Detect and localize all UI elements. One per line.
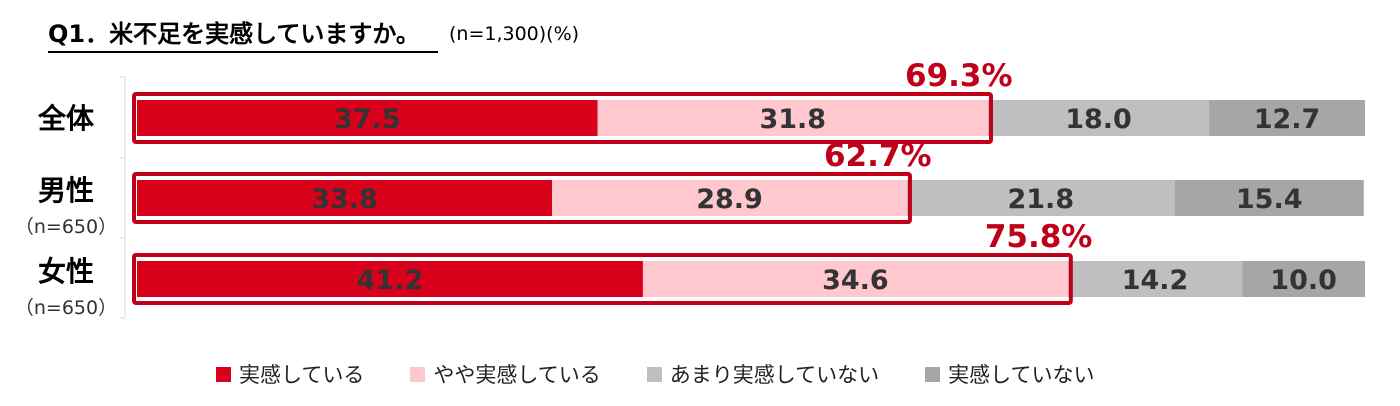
highlight-total-label: 69.3%: [905, 58, 1013, 94]
legend-label: やや実感している: [433, 363, 601, 387]
bar-segment: [137, 180, 553, 216]
data-label: 41.2: [357, 265, 424, 296]
legend-item: 実感していない: [925, 359, 1095, 389]
bar-segment: [1209, 100, 1365, 136]
legend-swatch: [410, 366, 426, 382]
category-label: 女性: [38, 255, 94, 288]
category-sample-label: （n=650）: [15, 216, 117, 238]
data-label: 28.9: [696, 184, 763, 215]
legend-item: あまり実感していない: [646, 359, 880, 389]
legend-swatch: [925, 366, 941, 382]
data-label: 14.2: [1122, 265, 1189, 296]
bar-segment: [137, 100, 598, 136]
data-label: 12.7: [1254, 104, 1321, 135]
bar-segment: [1174, 180, 1364, 216]
highlight-frame: [132, 253, 1073, 305]
legend-swatch: [646, 366, 662, 382]
bar-segment: [906, 180, 1175, 216]
legend-label: 実感していない: [948, 363, 1095, 387]
bar-segment: [552, 180, 907, 216]
chart-title: Q1．米不足を実感していますか。: [48, 14, 438, 53]
data-label: 34.6: [822, 265, 889, 296]
data-label: 10.0: [1270, 265, 1337, 296]
bar-segment: [1067, 261, 1243, 297]
sample-size-note: (n=1,300)(%): [449, 23, 580, 45]
data-label: 37.5: [334, 104, 401, 135]
legend-label: あまり実感していない: [669, 363, 880, 387]
data-label: 31.8: [759, 104, 826, 135]
category-label: 全体: [37, 102, 95, 135]
chart-legend: 実感している やや実感している あまり実感していない 実感していない: [216, 359, 1095, 389]
data-label: 18.0: [1065, 104, 1132, 135]
bar-segment: [988, 100, 1210, 136]
data-label: 15.4: [1236, 184, 1303, 215]
highlight-frame: [132, 172, 912, 224]
legend-label: 実感している: [239, 363, 365, 387]
bar-segment: [597, 100, 989, 136]
data-label: 21.8: [1007, 184, 1074, 215]
highlight-frame: [132, 92, 994, 144]
highlight-total-label: 75.8%: [985, 219, 1093, 255]
bar-segment: [642, 261, 1068, 297]
bar-segment: [137, 261, 643, 297]
legend-item: 実感している: [216, 359, 364, 389]
highlight-total-label: 62.7%: [824, 138, 932, 174]
category-label: 男性: [38, 174, 94, 207]
bar-segment: [1242, 261, 1365, 297]
legend-swatch: [216, 366, 231, 382]
legend-item: やや実感している: [410, 359, 601, 389]
category-sample-label: （n=650）: [15, 297, 117, 319]
chart-title-block: Q1．米不足を実感していますか。 (n=1,300)(%): [48, 14, 580, 53]
data-label: 33.8: [311, 184, 378, 215]
